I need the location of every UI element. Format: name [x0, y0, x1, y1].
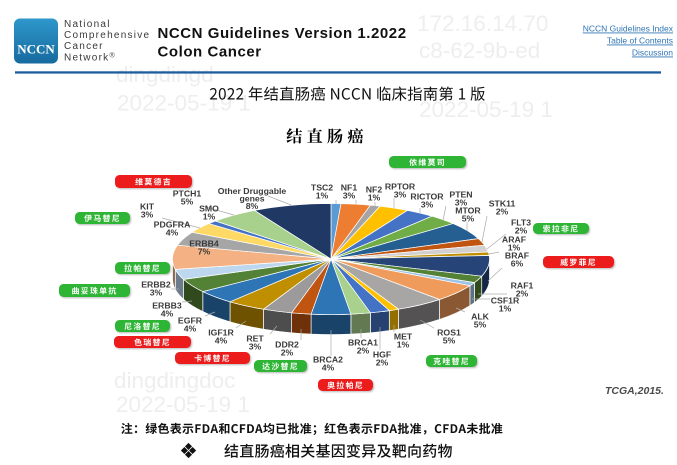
svg-text:Table of Contents: Table of Contents	[607, 36, 673, 46]
svg-text:PTEN: PTEN	[449, 190, 472, 200]
svg-text:HGF: HGF	[373, 350, 391, 360]
svg-text:2%: 2%	[516, 289, 529, 299]
svg-text:1%: 1%	[368, 193, 381, 203]
svg-text:BRCA2: BRCA2	[313, 355, 343, 365]
svg-text:DDR2: DDR2	[275, 340, 299, 350]
svg-text:ARAF: ARAF	[502, 235, 526, 245]
svg-text:172.16.14.70: 172.16.14.70	[417, 11, 548, 36]
svg-text:1%: 1%	[397, 340, 410, 350]
svg-text:4%: 4%	[166, 228, 179, 238]
svg-text:NF1: NF1	[341, 183, 358, 193]
svg-text:2%: 2%	[357, 346, 370, 356]
svg-text:dingdingd: dingdingd	[116, 62, 214, 87]
svg-text:4%: 4%	[322, 363, 335, 373]
svg-text:4%: 4%	[161, 309, 174, 319]
svg-text:2022-05-19 1: 2022-05-19 1	[117, 91, 251, 116]
svg-text:3%: 3%	[421, 200, 434, 210]
svg-text:2%: 2%	[496, 207, 509, 217]
svg-text:1%: 1%	[508, 243, 521, 253]
svg-text:ROS1: ROS1	[437, 328, 461, 338]
svg-text:NCCN Guidelines Version 1.2022: NCCN Guidelines Version 1.2022	[158, 25, 407, 42]
svg-text:Colon Cancer: Colon Cancer	[158, 44, 262, 61]
svg-text:5%: 5%	[462, 214, 475, 224]
svg-text:NCCN Guidelines Index: NCCN Guidelines Index	[583, 24, 674, 34]
svg-text:5%: 5%	[443, 336, 456, 346]
svg-text:3%: 3%	[394, 190, 407, 200]
svg-text:5%: 5%	[181, 197, 194, 207]
svg-text:National: National	[64, 19, 111, 30]
svg-text:ERBB3: ERBB3	[152, 301, 182, 311]
svg-text:2%: 2%	[281, 348, 294, 358]
svg-text:SMO: SMO	[199, 204, 219, 214]
svg-text:CSF1R: CSF1R	[491, 296, 520, 306]
svg-text:KIT: KIT	[140, 202, 155, 212]
svg-text:ERBB2: ERBB2	[141, 280, 171, 290]
svg-text:3%: 3%	[343, 191, 356, 201]
svg-text:MET: MET	[394, 332, 413, 342]
svg-text:IGF1R: IGF1R	[208, 328, 234, 338]
svg-text:PTCH1: PTCH1	[173, 189, 202, 199]
svg-text:3%: 3%	[141, 210, 154, 220]
svg-text:5%: 5%	[474, 320, 487, 330]
svg-text:2%: 2%	[515, 226, 528, 236]
svg-text:2%: 2%	[376, 358, 389, 368]
svg-text:BRCA1: BRCA1	[348, 338, 378, 348]
svg-text:Cancer: Cancer	[64, 41, 104, 52]
svg-text:4%: 4%	[184, 324, 197, 334]
svg-text:7%: 7%	[198, 247, 211, 257]
svg-text:8%: 8%	[246, 201, 259, 211]
svg-text:FLT3: FLT3	[511, 218, 531, 228]
svg-text:1%: 1%	[499, 304, 512, 314]
svg-text:3%: 3%	[455, 198, 468, 208]
svg-text:BRAF: BRAF	[505, 251, 529, 261]
svg-text:2022-05-19 1: 2022-05-19 1	[116, 392, 250, 417]
svg-text:3%: 3%	[150, 288, 163, 298]
svg-text:ERBB4: ERBB4	[189, 239, 219, 249]
svg-text:TCGA,2015.: TCGA,2015.	[605, 385, 664, 397]
svg-text:3%: 3%	[249, 342, 262, 352]
svg-text:EGFR: EGFR	[178, 316, 203, 326]
svg-text:Other Druggable: Other Druggable	[218, 186, 287, 196]
svg-text:STK11: STK11	[489, 199, 516, 209]
svg-text:MTOR: MTOR	[455, 206, 481, 216]
svg-text:dingdingdoc: dingdingdoc	[114, 368, 235, 393]
svg-text:6%: 6%	[511, 259, 524, 269]
svg-text:1%: 1%	[203, 212, 216, 222]
svg-text:RAF1: RAF1	[511, 281, 534, 291]
svg-text:ALK: ALK	[471, 312, 490, 322]
svg-text:RET: RET	[246, 334, 264, 344]
svg-text:4%: 4%	[215, 336, 228, 346]
svg-text:2022-05-19 1: 2022-05-19 1	[419, 97, 553, 122]
svg-text:Network®: Network®	[64, 51, 116, 63]
svg-text:NCCN: NCCN	[17, 42, 55, 57]
svg-text:Comprehensive: Comprehensive	[64, 30, 150, 41]
svg-text:Discussion: Discussion	[632, 48, 673, 58]
svg-text:TSC2: TSC2	[311, 183, 333, 193]
svg-text:c8-62-9b-ed: c8-62-9b-ed	[419, 38, 540, 63]
svg-text:genes: genes	[239, 194, 264, 204]
svg-text:RICTOR: RICTOR	[410, 192, 444, 202]
svg-text:PDGFRA: PDGFRA	[154, 220, 191, 230]
svg-text:1%: 1%	[316, 191, 329, 201]
svg-text:NF2: NF2	[366, 185, 383, 195]
svg-text:RPTOR: RPTOR	[385, 182, 416, 192]
